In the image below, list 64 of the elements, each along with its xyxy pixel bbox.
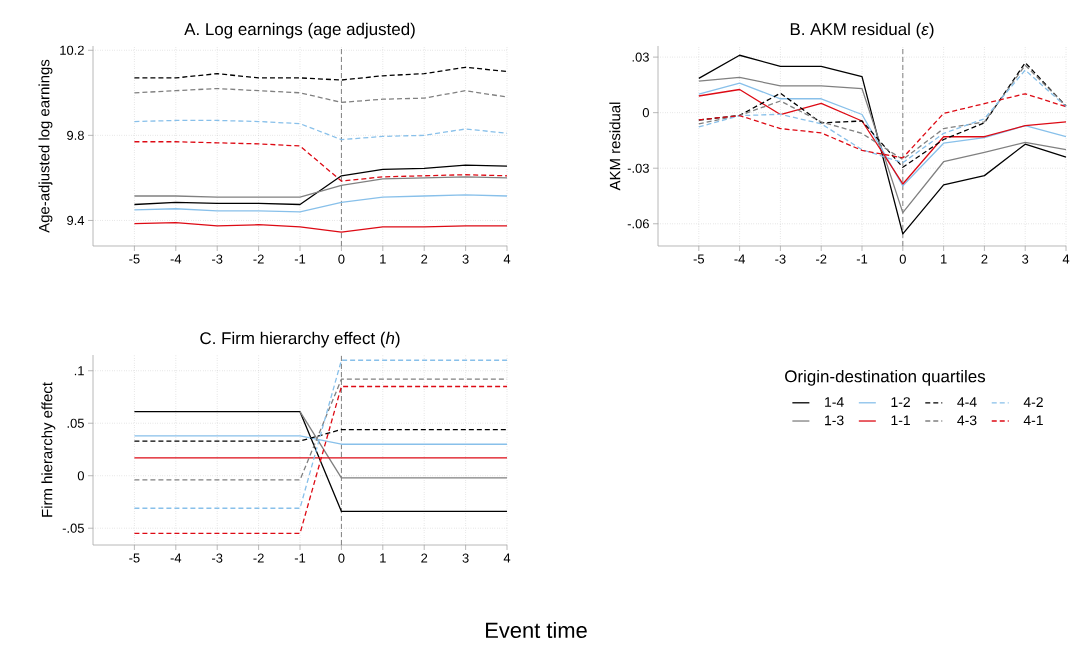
x-tick-label: -1	[294, 254, 306, 264]
line-series	[133, 164, 508, 206]
y-axis-title: Firm hierarchy effect	[41, 382, 56, 517]
x-tick-label: 0	[338, 254, 345, 264]
legend-label: 4-4	[957, 397, 977, 407]
x-tick-label: 4	[503, 553, 511, 563]
line-series	[698, 54, 1067, 235]
x-tick-label: 2	[981, 254, 988, 264]
x-tick-label: -5	[693, 254, 705, 264]
x-tick-label: 3	[1022, 254, 1029, 264]
chart-title: A. Log earnings (age adjusted)	[184, 22, 415, 39]
legend-label: 1-2	[891, 397, 910, 407]
y-tick-label: -.05	[62, 523, 84, 533]
x-tick-label: -5	[129, 254, 140, 264]
x-tick-label: -4	[734, 254, 745, 264]
line-series	[133, 194, 508, 213]
x-tick-label: 0	[338, 553, 345, 563]
x-tick-label: -3	[775, 254, 786, 264]
x-tick-label: -2	[253, 254, 264, 264]
line-series	[133, 221, 508, 233]
y-tick-label: 9.4	[67, 215, 85, 226]
x-tick-label: 1	[380, 254, 386, 264]
x-tick-label: 0	[899, 254, 906, 264]
y-axis-title: AKM residual	[609, 102, 621, 191]
x-tick-label: -2	[816, 254, 827, 264]
legend-label: 1-3	[825, 415, 844, 426]
y-axis-title: Age-adjusted log earnings	[38, 59, 53, 233]
legend-label: 4-3	[957, 415, 977, 426]
x-tick-label: -1	[294, 553, 306, 563]
x-tick-label: 4	[503, 254, 511, 264]
x-tick-label: -3	[212, 254, 223, 264]
x-tick-label: 1	[380, 553, 386, 563]
x-axis-title: Event time	[486, 621, 587, 639]
x-tick-label: 2	[421, 254, 428, 264]
legend-label: 4-2	[1023, 397, 1043, 407]
x-tick-label: 3	[462, 254, 469, 264]
legend-title: Origin-destination quartiles	[785, 369, 986, 386]
y-tick-label: 0	[77, 471, 84, 481]
line-series	[133, 141, 508, 182]
legend-label: 1-4	[825, 397, 844, 407]
y-tick-label: .05	[67, 418, 84, 428]
line-series	[133, 119, 508, 141]
x-tick-label: -2	[253, 553, 264, 563]
y-tick-label: .03	[632, 52, 649, 62]
x-tick-label: 2	[421, 553, 428, 563]
x-tick-label: -3	[212, 553, 223, 563]
x-tick-label: 3	[462, 553, 469, 563]
x-tick-label: -4	[170, 553, 182, 563]
y-tick-label: -.03	[627, 163, 649, 173]
x-tick-label: -4	[170, 254, 182, 264]
y-tick-label: -.06	[627, 219, 649, 229]
y-tick-label: 10.2	[60, 45, 84, 55]
line-series	[133, 66, 508, 81]
x-tick-label: 1	[941, 254, 947, 264]
x-tick-label: -5	[129, 553, 140, 563]
y-tick-label: 9.8	[67, 130, 84, 140]
x-tick-label: -1	[856, 254, 868, 264]
legend-label: 4-1	[1023, 415, 1043, 426]
chart-title: C. Firm hierarchy effect (h)	[200, 331, 400, 348]
legend-label: 1-1	[891, 415, 910, 426]
x-tick-label: 4	[1062, 254, 1070, 264]
y-tick-label: .1	[74, 366, 84, 376]
chart-title: B. AKM residual (ε)	[790, 22, 934, 39]
y-tick-label: 0	[642, 108, 649, 118]
